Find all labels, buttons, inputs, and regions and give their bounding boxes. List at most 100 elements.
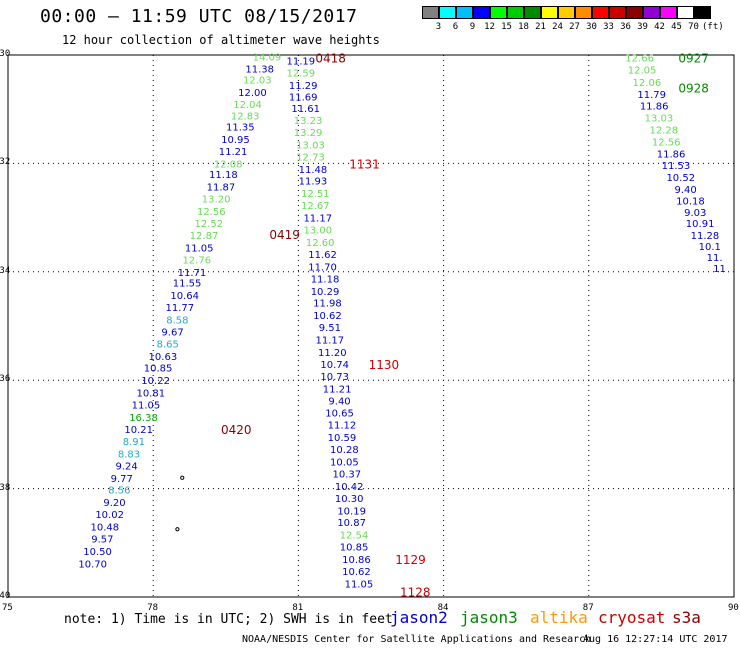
page-subtitle: 12 hour collection of altimeter wave hei… [62,33,380,47]
wave-height-value: 11.86 [640,101,669,112]
wave-height-value: 12.66 [625,54,654,65]
legend-label: 18 [518,22,529,32]
wave-height-value: 10.81 [136,389,165,400]
wave-height-value: 13.23 [294,116,323,127]
wave-height-value: 12.83 [231,112,260,123]
legend-swatch [473,6,490,19]
footnote: note: 1) Time is in UTC; 2) SWH is in fe… [64,612,393,627]
wave-height-value: 11.87 [207,183,236,194]
y-tick-label: -38 [0,482,11,493]
pass-time-label: 1131 [349,157,380,171]
legend-swatch [490,6,507,19]
wave-height-value: 9.51 [319,323,341,334]
wave-height-value: 11.28 [691,231,720,242]
wave-height-value: 11.77 [165,303,194,314]
wave-height-value: 12.04 [233,100,262,111]
pass-time-label: 0928 [678,82,709,96]
wave-height-value: 11.18 [311,274,340,285]
satellite-jason3: jason3 [460,608,518,627]
wave-height-value: 10.73 [320,372,349,383]
wave-height-value: 10.22 [141,376,170,387]
wave-height-value: 8.65 [157,339,179,350]
wave-height-value: 11.48 [299,165,328,176]
wave-height-value: 10.62 [313,311,342,322]
wave-height-value: 12.67 [301,201,330,212]
wave-height-value: 12.60 [306,238,335,249]
legend-label: 12 [484,22,495,32]
legend-swatch [609,6,626,19]
wave-height-value: 11. [707,253,723,264]
island-marker [180,475,185,480]
wave-height-value: 11 [713,264,726,275]
wave-height-value: 9.40 [674,185,696,196]
timestamp: Aug 16 12:27:14 UTC 2017 [583,634,728,645]
page-title: 00:00 – 11:59 UTC 08/15/2017 [40,6,358,27]
wave-height-value: 10.65 [325,409,354,420]
wave-height-value: 9.03 [684,208,706,219]
wave-height-value: 12.52 [195,219,224,230]
wave-height-value: 10.70 [78,559,107,570]
wave-height-value: 11.21 [219,147,248,158]
legend-swatch [456,6,473,19]
wave-height-value: 11.69 [289,93,318,104]
wave-height-value: 11.61 [291,104,320,115]
legend-label: 9 [469,22,476,32]
wave-height-value: 10.18 [676,196,705,207]
legend-label: 70 [688,22,699,32]
wave-height-value: 10.87 [337,518,366,529]
x-tick-label: 90 [728,603,739,613]
wave-height-value: 12.03 [243,75,272,86]
wave-height-value: 12.76 [182,255,211,266]
pass-time-label: 0927 [678,52,709,66]
pass-time-label: 0418 [315,52,346,66]
wave-height-value: 11.05 [345,579,374,590]
wave-height-value: 10.62 [342,567,371,578]
wave-height-value: 11.21 [323,384,352,395]
wave-height-value: 10.64 [170,291,199,302]
wave-height-value: 12.56 [197,207,226,218]
wave-height-value: 8.58 [166,315,188,326]
legend-label: 33 [603,22,614,32]
wave-height-value: 9.40 [328,396,350,407]
wave-height-value: 10.95 [221,135,250,146]
wave-height-value: 11.17 [316,336,345,347]
legend-swatch [524,6,541,19]
legend-swatch [439,6,456,19]
legend-label: 24 [552,22,563,32]
wave-height-value: 13.03 [296,140,325,151]
wave-height-value: 10.48 [90,523,119,534]
legend-swatch [558,6,575,19]
legend-label: 39 [637,22,648,32]
legend-label: 30 [586,22,597,32]
wave-height-value: 11.71 [178,268,207,279]
wave-height-value: 10.21 [124,425,153,436]
y-tick-label: -34 [0,265,11,276]
x-tick-label: 84 [437,603,449,613]
legend-swatch [422,6,439,19]
wave-height-value: 11.62 [308,250,337,261]
wave-height-value: 11.86 [657,150,686,161]
wave-height-value: 12.28 [649,125,678,136]
legend-swatch [507,6,524,19]
wave-height-value: 10.05 [330,458,359,469]
wave-height-value: 10.19 [337,506,366,517]
wave-height-value: 11.35 [226,123,255,134]
wave-height-value: 12.87 [190,231,219,242]
wave-height-value: 12.59 [286,68,315,79]
wave-height-value: 11.38 [245,65,274,76]
satellite-altika: altika [530,608,588,627]
legend-swatch [626,6,643,19]
credit-line: NOAA/NESDIS Center for Satellite Applica… [242,634,592,645]
legend-label: 27 [569,22,580,32]
satellite-jason2: jason2 [390,608,448,627]
wave-height-value: 8.91 [123,437,145,448]
legend-label: 21 [535,22,546,32]
wave-height-value: 12.56 [652,138,681,149]
wave-height-value: 11.17 [303,214,332,225]
wave-height-value: 10.86 [342,555,371,566]
wave-height-value: 10.28 [330,445,359,456]
wave-height-value: 11.20 [318,348,347,359]
wave-height-value: 16.38 [129,413,158,424]
legend-swatch [541,6,558,19]
